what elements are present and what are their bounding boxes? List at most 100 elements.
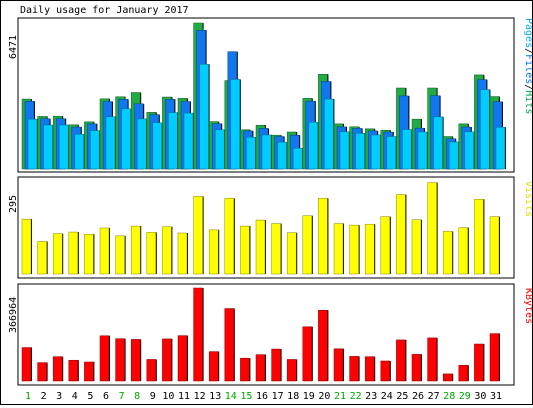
daily-visits-bar [68, 231, 79, 275]
daily-kbytes-bar [146, 359, 157, 382]
daily-kbytes-bar [177, 335, 188, 382]
daily-pages-bar [168, 112, 178, 170]
daily-pages-bar [199, 64, 209, 170]
day-label: 17 [272, 391, 284, 402]
daily-visits-bar [115, 235, 125, 275]
daily-pages-bar [246, 136, 256, 170]
day-label: 25 [396, 391, 408, 402]
day-label: 10 [162, 391, 174, 402]
daily-kbytes-bar [115, 338, 125, 382]
daily-kbytes-bar [411, 354, 422, 382]
daily-visits-bar [255, 219, 266, 275]
day-label: 14 [225, 391, 237, 402]
visits-legend: Visits [523, 181, 533, 217]
day-label: 3 [56, 391, 62, 402]
day-label: 1 [25, 391, 31, 402]
legend-item: KBytes [523, 288, 532, 324]
daily-pages-bar [308, 122, 319, 170]
daily-visits-bar [271, 223, 281, 275]
day-label: 28 [443, 391, 455, 402]
daily-visits-bar [208, 229, 219, 275]
daily-kbytes-bar [286, 359, 297, 382]
daily-pages-bar [105, 116, 116, 170]
hits-max-label: 6471 [8, 35, 19, 59]
daily-pages-bar [339, 131, 350, 170]
daily-kbytes-bar [271, 348, 281, 382]
daily-visits-bar [193, 196, 203, 275]
daily-pages-bar [480, 89, 490, 170]
daily-kbytes-bar [37, 362, 47, 382]
daily-kbytes-bar [318, 310, 328, 382]
daily-visits-bar [411, 219, 422, 275]
daily-pages-bar [136, 118, 147, 170]
day-label: 27 [428, 391, 440, 402]
daily-visits-bar [474, 199, 484, 275]
legend-text: Pages/Files/Hits [523, 18, 532, 114]
daily-kbytes-bar [380, 360, 391, 382]
day-label: 8 [134, 391, 140, 402]
daily-visits-bar [286, 232, 297, 275]
daily-visits-bar [333, 223, 344, 275]
daily-pages-bar [417, 131, 428, 170]
daily-pages-bar [495, 127, 506, 170]
daily-kbytes-bar [442, 373, 453, 382]
daily-kbytes-bar [302, 326, 313, 382]
visits-bars [21, 182, 500, 275]
day-label: 26 [412, 391, 424, 402]
daily-kbytes-bar [208, 351, 219, 382]
kbytes-legend: KBytes [523, 288, 533, 324]
daily-pages-bar [292, 147, 303, 170]
legend-item: Hits [523, 90, 532, 114]
day-label: 23 [365, 391, 377, 402]
daily-pages-bar [43, 124, 53, 170]
chart-title: Daily usage for January 2017 [20, 5, 189, 16]
day-label: 31 [490, 391, 502, 402]
day-label: 6 [103, 391, 109, 402]
day-label: 4 [72, 391, 78, 402]
daily-visits-bar [364, 223, 375, 275]
daily-kbytes-bar [68, 359, 79, 382]
day-label: 20 [318, 391, 330, 402]
daily-pages-bar [90, 130, 100, 170]
day-label: 24 [381, 391, 393, 402]
hits-legend: Pages/Files/Hits [523, 18, 533, 114]
daily-visits-bar [380, 216, 391, 275]
daily-kbytes-bar [427, 337, 437, 382]
day-label: 9 [150, 391, 156, 402]
daily-visits-bar [130, 225, 141, 275]
daily-visits-bar [224, 198, 235, 275]
kbytes-max-label: 366964 [8, 297, 19, 333]
daily-kbytes-bar [240, 357, 250, 382]
daily-pages-bar [261, 134, 272, 170]
daily-pages-bar [433, 116, 443, 170]
kbytes-panel: 366964 KBytes [8, 283, 533, 386]
daily-kbytes-bar [224, 308, 235, 382]
daily-pages-bar [58, 124, 69, 170]
daily-visits-bar [146, 232, 157, 275]
day-label: 13 [209, 391, 221, 402]
day-label: 7 [119, 391, 125, 402]
hits-panel: 6471 Pages/Files/Hits [8, 17, 533, 173]
legend-item: Visits [523, 181, 532, 217]
legend-text: KBytes [523, 288, 532, 324]
legend-item: / [523, 48, 532, 54]
daily-visits-bar [489, 216, 500, 275]
daily-visits-bar [302, 215, 313, 275]
legend-text: Visits [523, 181, 532, 217]
daily-pages-bar [448, 141, 459, 170]
daily-kbytes-bar [474, 343, 484, 382]
daily-visits-bar [240, 225, 250, 275]
daily-pages-bar [370, 134, 381, 170]
legend-item: Files [523, 54, 532, 84]
daily-kbytes-bar [84, 361, 94, 382]
daily-visits-bar [37, 241, 47, 275]
daily-pages-bar [386, 136, 397, 170]
daily-pages-bar [121, 108, 131, 170]
daily-visits-bar [442, 231, 453, 275]
day-label: 16 [256, 391, 268, 402]
day-label: 12 [194, 391, 206, 402]
daily-kbytes-bar [130, 339, 141, 382]
daily-kbytes-bar [99, 335, 110, 382]
daily-kbytes-bar [52, 356, 63, 382]
